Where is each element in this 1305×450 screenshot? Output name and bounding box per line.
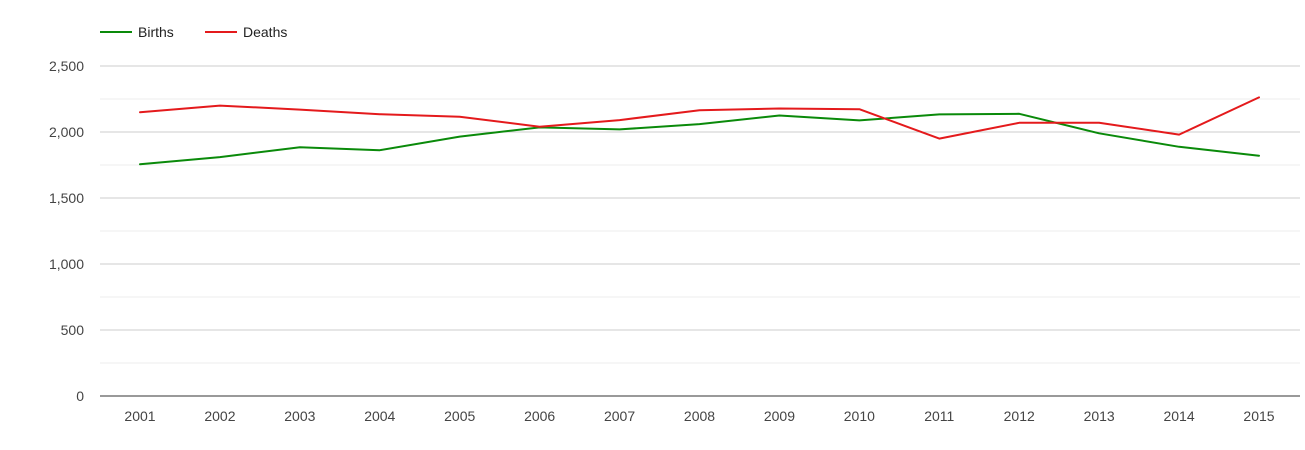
series-line-deaths: [139, 96, 1260, 140]
y-tick-label: 1,000: [49, 256, 84, 272]
x-tick-label: 2006: [524, 408, 555, 424]
x-tick-label: 2002: [204, 408, 235, 424]
legend-label-deaths: Deaths: [243, 24, 287, 40]
gridlines: [100, 65, 1300, 397]
x-tick-label: 2008: [684, 408, 715, 424]
x-tick-label: 2015: [1243, 408, 1274, 424]
y-axis: 0 500 1,000 1,500 2,000 2,500: [49, 58, 84, 404]
x-tick-label: 2004: [364, 408, 395, 424]
x-tick-label: 2014: [1163, 408, 1194, 424]
y-tick-label: 1,500: [49, 190, 84, 206]
y-tick-label: 2,000: [49, 124, 84, 140]
legend: Births Deaths: [100, 24, 287, 40]
x-axis: 2001 2002 2003 2004 2005 2006 2007 2008 2009 2010…: [124, 408, 1274, 424]
series-line-births: [139, 112, 1260, 166]
y-tick-label: 2,500: [49, 58, 84, 74]
x-tick-label: 2013: [1084, 408, 1115, 424]
y-tick-label: 500: [61, 322, 85, 338]
y-tick-label: 0: [76, 388, 84, 404]
x-tick-label: 2009: [764, 408, 795, 424]
x-tick-label: 2001: [124, 408, 155, 424]
series-group: [139, 96, 1260, 166]
x-tick-label: 2010: [844, 408, 875, 424]
x-tick-label: 2012: [1004, 408, 1035, 424]
x-tick-label: 2003: [284, 408, 315, 424]
legend-label-births: Births: [138, 24, 174, 40]
x-tick-label: 2007: [604, 408, 635, 424]
x-tick-label: 2011: [924, 408, 954, 424]
x-tick-label: 2005: [444, 408, 475, 424]
